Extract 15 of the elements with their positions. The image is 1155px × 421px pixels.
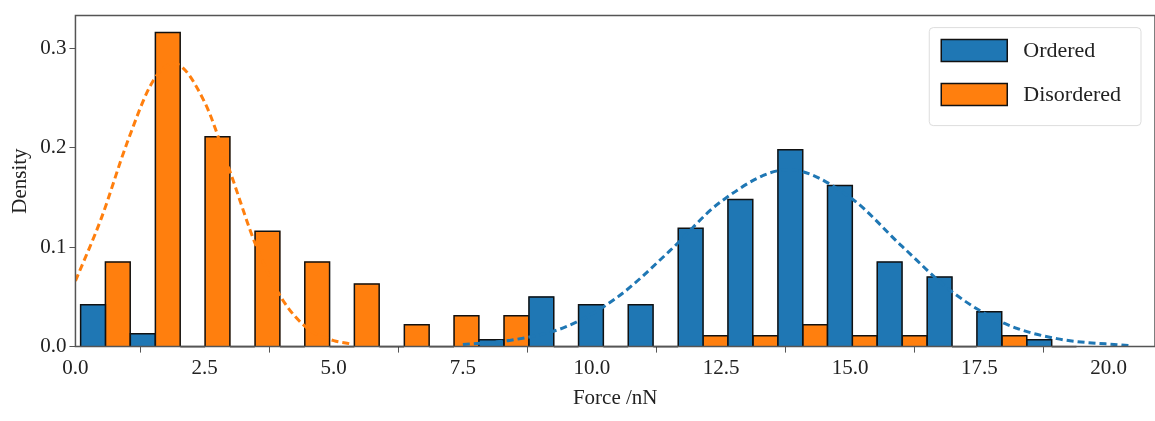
y-axis-title: Density bbox=[7, 147, 32, 214]
x-tick-label: 20.0 bbox=[1090, 354, 1127, 379]
x-tick-label: 5.0 bbox=[320, 354, 347, 379]
y-tick-label: 0.1 bbox=[40, 233, 67, 258]
y-tick-label: 0.3 bbox=[40, 34, 67, 59]
x-tick-label: 17.5 bbox=[961, 354, 998, 379]
legend-label: Disordered bbox=[1023, 81, 1122, 107]
x-tick-label: 10.0 bbox=[573, 354, 611, 379]
x-tick-label: 15.0 bbox=[831, 354, 869, 379]
x-tick-label: 2.5 bbox=[191, 354, 218, 379]
x-tick-label: 7.5 bbox=[449, 354, 476, 379]
y-tick-label: 0.2 bbox=[40, 134, 67, 159]
legend-label: Ordered bbox=[1023, 37, 1096, 63]
x-tick-label: 12.5 bbox=[702, 354, 740, 379]
x-axis-title: Force /nN bbox=[572, 384, 658, 409]
